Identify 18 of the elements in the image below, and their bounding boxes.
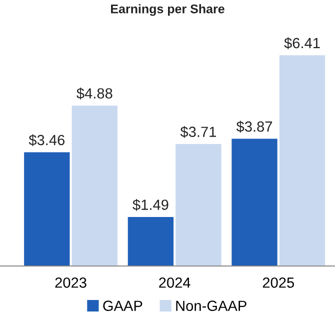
data-label: $3.87 xyxy=(236,120,272,133)
bar xyxy=(176,144,222,266)
bar xyxy=(72,106,118,266)
bar xyxy=(232,138,278,266)
data-label: $1.49 xyxy=(132,199,168,211)
bar xyxy=(128,217,174,266)
x-tick-label: 2025 xyxy=(262,277,294,288)
bar xyxy=(279,55,326,266)
data-label: $4.88 xyxy=(76,88,112,100)
legend-label: Non-GAAP xyxy=(176,300,246,311)
x-tick-label: 2023 xyxy=(55,277,86,288)
data-label: $3.46 xyxy=(28,134,65,146)
legend-label: GAAP xyxy=(103,300,142,311)
chart-title: Earnings per Share xyxy=(111,4,224,16)
bar xyxy=(24,152,70,266)
data-label: $6.41 xyxy=(284,37,320,50)
data-label: $3.71 xyxy=(180,126,216,138)
x-tick-label: 2024 xyxy=(159,277,190,288)
